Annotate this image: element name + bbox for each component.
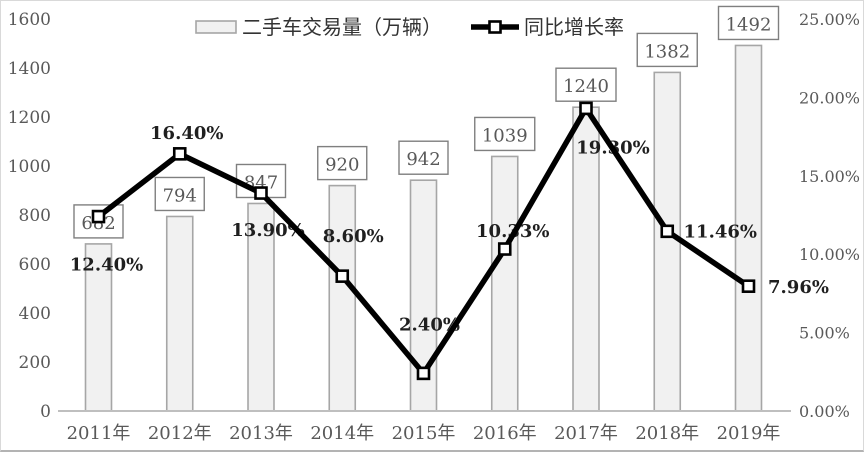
right-axis-tick: 25.00% <box>799 10 860 29</box>
pct-label: 8.60% <box>323 226 384 247</box>
line-marker <box>660 224 675 239</box>
right-axis-tick: 20.00% <box>799 88 860 107</box>
left-axis-tick: 1400 <box>8 59 51 79</box>
left-axis-tick: 800 <box>19 206 51 226</box>
left-axis-tick: 1000 <box>8 157 51 177</box>
bar-value-label: 1382 <box>644 41 690 62</box>
right-axis-tick: 0.00% <box>799 402 850 421</box>
bar-value-box <box>717 5 780 41</box>
x-axis-label: 2017年 <box>554 423 618 444</box>
left-axis-tick: 0 <box>40 402 51 422</box>
left-axis-tick: 200 <box>19 353 51 373</box>
right-axis-tick: 5.00% <box>799 324 850 343</box>
right-axis-tick: 10.00% <box>799 245 860 264</box>
x-axis-label: 2012年 <box>148 423 212 444</box>
line-marker <box>172 147 187 161</box>
right-axis-tick: 15.00% <box>799 167 860 186</box>
bar-value-box <box>474 116 536 152</box>
bar-2012年 <box>165 215 194 412</box>
bar-2014年 <box>328 184 357 412</box>
line-marker <box>579 101 593 116</box>
pct-label: 16.40% <box>150 123 223 144</box>
left-axis-tick: 1200 <box>8 108 51 128</box>
pct-label: 7.96% <box>768 277 829 298</box>
bar-value-label: 682 <box>81 213 115 234</box>
line-marker <box>497 242 512 256</box>
legend-bar-swatch <box>195 20 237 34</box>
legend-line-marker <box>488 20 502 34</box>
line-marker <box>416 366 431 381</box>
line-marker <box>741 279 756 293</box>
bar-2017年 <box>572 106 600 412</box>
x-axis-label: 2013年 <box>229 423 293 444</box>
bar-value-box <box>317 145 368 181</box>
line-marker <box>91 209 106 224</box>
left-axis-tick: 600 <box>19 255 51 275</box>
x-axis-label: 2016年 <box>473 423 537 444</box>
bar-2016年 <box>490 155 519 412</box>
bar-value-label: 1240 <box>563 76 609 97</box>
bar-value-box <box>636 32 698 68</box>
bar-2011年 <box>84 243 113 412</box>
bar-value-label: 942 <box>406 149 440 170</box>
bar-value-label: 1039 <box>482 125 528 146</box>
bar-2018年 <box>653 71 682 412</box>
bar-value-box <box>555 67 617 102</box>
bar-value-label: 794 <box>163 185 197 206</box>
x-axis-label: 2019年 <box>717 423 781 444</box>
x-axis-label: 2011年 <box>67 423 131 444</box>
pct-label: 13.90% <box>231 220 304 241</box>
x-axis-label: 2018年 <box>635 423 699 444</box>
line-marker <box>254 186 268 200</box>
pct-label: 11.46% <box>684 221 757 242</box>
bar-value-label: 920 <box>325 155 359 176</box>
legend-label-growth: 同比增长率 <box>524 15 624 39</box>
legend-label-volume: 二手车交易量（万辆） <box>242 15 442 39</box>
bar-value-box <box>398 140 449 175</box>
x-axis-label: 2014年 <box>310 423 374 444</box>
bar-value-box <box>154 176 205 212</box>
bar-value-label: 1492 <box>726 14 772 35</box>
pct-label: 12.40% <box>70 255 143 276</box>
x-axis-label: 2015年 <box>392 423 456 444</box>
legend: 二手车交易量（万辆） 同比增长率 <box>195 15 624 39</box>
line-marker <box>335 269 350 283</box>
left-axis-tick: 1600 <box>8 10 51 30</box>
left-axis-tick: 400 <box>19 304 51 324</box>
pct-label: 2.40% <box>399 314 460 335</box>
